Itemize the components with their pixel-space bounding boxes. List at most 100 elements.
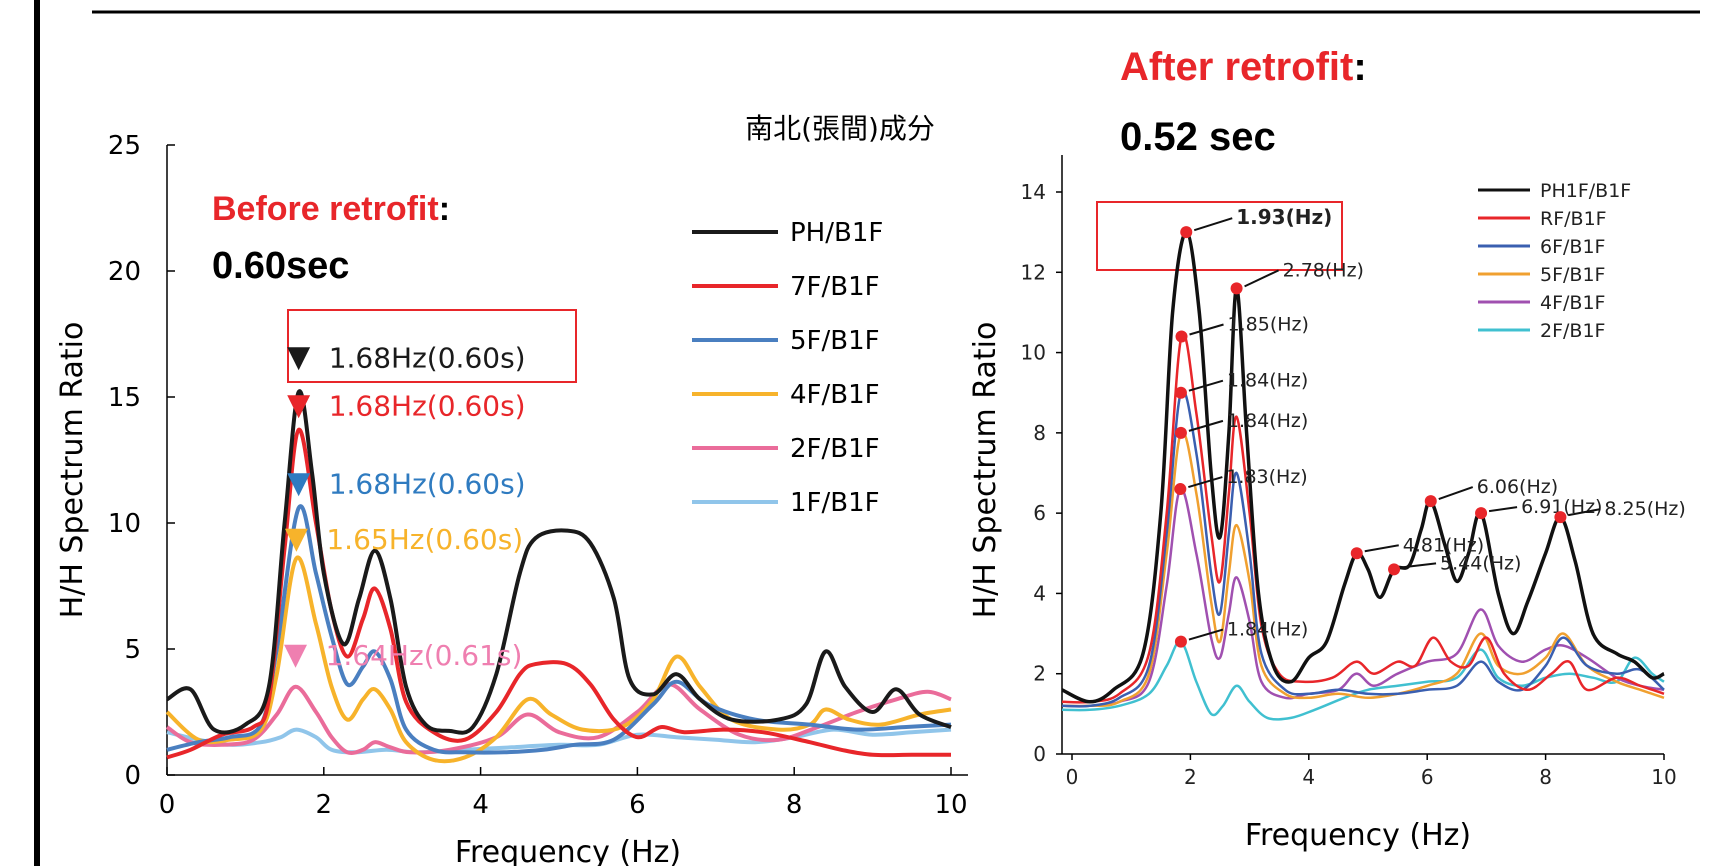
before-period-annotation: 0.60sec	[212, 245, 349, 287]
peak-arrow	[1568, 508, 1601, 517]
left-y-tick-label: 5	[124, 635, 141, 665]
peak-label: 6.06(Hz)	[1477, 476, 1558, 498]
series-line-6fb1f	[1061, 389, 1665, 708]
left-peak-highlight-box	[287, 309, 577, 383]
peak-arrow	[1488, 506, 1518, 513]
left-x-axis-label: Frequency (Hz)	[455, 835, 681, 866]
left-y-axis-label: H/H Spectrum Ratio	[55, 322, 90, 619]
legend-label: 1F/B1F	[790, 488, 880, 518]
peak-label: 8.25(Hz)	[1604, 498, 1685, 520]
peak-arrow	[1364, 544, 1399, 553]
peak-point	[1424, 495, 1437, 508]
component-label: 南北(張間)成分	[745, 112, 935, 145]
left-y-tick-label: 15	[108, 383, 141, 413]
right-x-tick-label: 4	[1302, 765, 1315, 789]
peak-point	[1174, 386, 1187, 399]
left-y-tick-label: 20	[108, 257, 141, 287]
peak-point	[1230, 282, 1243, 295]
legend-label: 5F/B1F	[790, 326, 880, 356]
peak-label: 1.84(Hz)	[1227, 410, 1308, 432]
peak-marker: ▼	[287, 466, 310, 501]
peak-arrow	[1401, 562, 1437, 569]
legend-label: 4F/B1F	[1540, 292, 1605, 314]
right-y-tick-label: 2	[1033, 662, 1046, 686]
series-line-7fb1f	[166, 427, 951, 760]
peak-marker: ▼	[287, 340, 310, 375]
series-line-rfb1f	[1061, 332, 1665, 704]
peak-point	[1350, 547, 1363, 560]
legend-label: 2F/B1F	[790, 434, 880, 464]
after-retrofit-chart: 0 2 4 6 8 10 0 2 4 6 8 10 12 14 1.93(Hz) 2.78(Hz) 1.85(…	[968, 45, 1686, 853]
series-line-phb1f	[165, 389, 952, 735]
legend-label: 7F/B1F	[790, 272, 880, 302]
peak-point	[1388, 563, 1401, 576]
after-retrofit-annotation: After retrofit:	[1120, 45, 1367, 89]
right-x-tick-label: 8	[1539, 765, 1552, 789]
right-y-axis-label: H/H Spectrum Ratio	[968, 322, 1003, 619]
right-x-tick-label: 2	[1184, 765, 1197, 789]
left-y-tick-label: 0	[124, 761, 141, 791]
series-line-5fb1f	[1061, 430, 1665, 708]
peak-arrow	[1188, 628, 1224, 641]
peak-label: 5.44(Hz)	[1440, 552, 1521, 574]
series-line-2fb1f	[165, 682, 952, 756]
peak-label: 1.84(Hz)	[1227, 619, 1308, 641]
peak-point	[1175, 330, 1188, 343]
right-peak-highlight-box	[1096, 201, 1343, 271]
before-retrofit-chart: 0 2 4 6 8 10 0 5 10 15 20 25 ▼ 1.68Hz(0.60s) ▼ 1.68Hz(…	[55, 112, 968, 866]
peak-label: 1.68Hz(0.60s)	[329, 342, 526, 375]
left-y-tick-label: 10	[108, 509, 141, 539]
peak-arrow	[1244, 269, 1280, 288]
peak-point	[1174, 483, 1187, 496]
peak-label: 1.83(Hz)	[1226, 466, 1307, 488]
peak-arrow	[1193, 217, 1233, 232]
peak-arrow	[1189, 323, 1224, 336]
left-legend: PH/B1F 7F/B1F 5F/B1F 4F/B1F 2F/B1F 1F/B1F	[692, 218, 883, 518]
peak-label: 1.68Hz(0.60s)	[329, 390, 526, 423]
peak-point	[1174, 635, 1187, 648]
legend-label: 4F/B1F	[790, 380, 880, 410]
right-y-tick-label: 0	[1033, 742, 1046, 766]
left-x-tick-label: 8	[786, 790, 803, 820]
right-x-tick-label: 10	[1651, 765, 1676, 789]
peak-point	[1180, 226, 1193, 239]
left-x-tick-label: 2	[316, 790, 333, 820]
legend-label: PH/B1F	[790, 218, 883, 248]
peak-point	[1174, 426, 1187, 439]
series-line-5fb1f	[166, 504, 952, 755]
legend-label: RF/B1F	[1540, 208, 1607, 230]
peak-point	[1475, 507, 1488, 520]
right-y-tick-label: 8	[1033, 421, 1046, 445]
peak-label: 2.78(Hz)	[1283, 259, 1364, 281]
right-y-tick-label: 10	[1021, 341, 1046, 365]
before-retrofit-annotation: Before retrofit:	[212, 190, 450, 228]
right-y-tick-label: 14	[1021, 180, 1046, 204]
legend-label: 6F/B1F	[1540, 236, 1605, 258]
left-x-tick-label: 10	[934, 790, 967, 820]
peak-label: 1.65Hz(0.60s)	[326, 523, 523, 556]
peak-label: 1.85(Hz)	[1228, 314, 1309, 336]
peak-label: 1.84(Hz)	[1227, 370, 1308, 392]
peak-label: 1.64Hz(0.61s)	[326, 639, 523, 672]
left-x-tick-label: 0	[159, 790, 176, 820]
left-x-tick-label: 6	[629, 790, 646, 820]
right-y-tick-label: 4	[1033, 581, 1046, 605]
legend-label: PH1F/B1F	[1540, 180, 1631, 202]
legend-label: 2F/B1F	[1540, 320, 1605, 342]
peak-label: 1.68Hz(0.60s)	[329, 468, 526, 501]
right-x-tick-label: 0	[1066, 765, 1079, 789]
peak-marker: ▼	[287, 388, 310, 423]
right-x-tick-label: 6	[1421, 765, 1434, 789]
right-y-tick-label: 12	[1021, 260, 1046, 284]
right-x-axis-label: Frequency (Hz)	[1245, 818, 1471, 853]
left-x-tick-label: 4	[472, 790, 489, 820]
legend-label: 5F/B1F	[1540, 264, 1605, 286]
peak-arrow	[1188, 476, 1223, 489]
right-legend: PH1F/B1F RF/B1F 6F/B1F 5F/B1F 4F/B1F 2F/B1F	[1478, 180, 1631, 342]
peak-marker: ▼	[285, 521, 308, 556]
peak-arrow	[1188, 419, 1224, 432]
peak-label: 1.93(Hz)	[1236, 205, 1332, 229]
peak-marker: ▼	[284, 637, 307, 672]
left-y-tick-label: 25	[108, 131, 141, 161]
